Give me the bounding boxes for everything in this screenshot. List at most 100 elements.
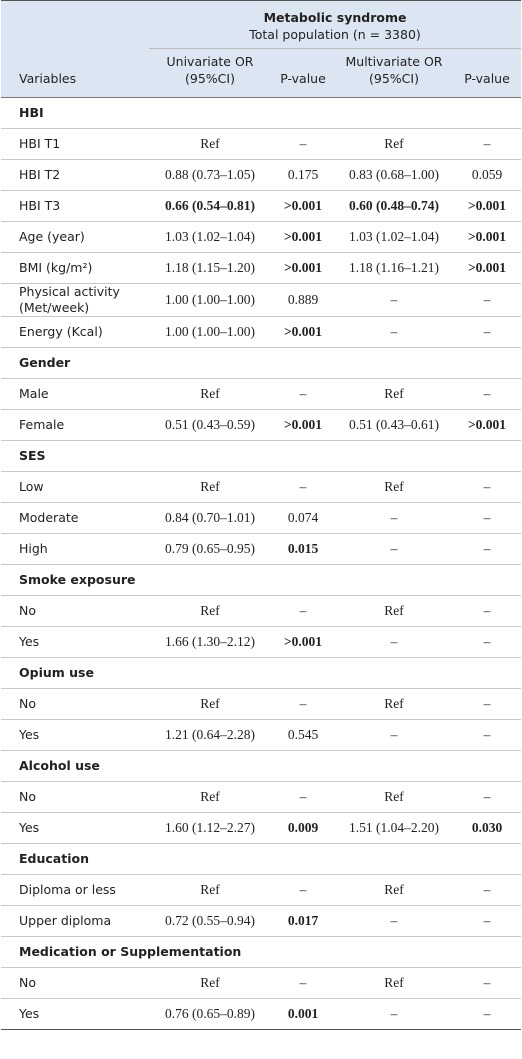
section-row: Alcohol use bbox=[1, 750, 522, 782]
data-row: HBI T1 Ref – Ref – bbox=[1, 128, 522, 160]
value-cell: >0.001 bbox=[271, 316, 335, 348]
section-label: SES bbox=[1, 440, 522, 472]
data-row: Low Ref – Ref – bbox=[1, 471, 522, 503]
value-cell: – bbox=[453, 128, 522, 160]
value-cell: 0.88 (0.73–1.05) bbox=[149, 159, 271, 191]
variable-cell: Yes bbox=[1, 719, 149, 751]
value-cell: – bbox=[453, 471, 522, 503]
value-cell: – bbox=[271, 471, 335, 503]
section-label: Alcohol use bbox=[1, 750, 522, 782]
value-cell: 1.60 (1.12–2.27) bbox=[149, 812, 271, 844]
value-cell: >0.001 bbox=[271, 409, 335, 441]
value-cell: Ref bbox=[335, 874, 453, 906]
value-cell: 0.889 bbox=[271, 283, 335, 317]
table-subtitle: Total population (n = 3380) bbox=[249, 27, 421, 42]
section-row: Medication or Supplementation bbox=[1, 936, 522, 968]
variable-cell: Male bbox=[1, 378, 149, 410]
section-label: Gender bbox=[1, 347, 522, 379]
data-row: No Ref – Ref – bbox=[1, 781, 522, 813]
value-cell: – bbox=[335, 283, 453, 317]
section-label: Education bbox=[1, 843, 522, 875]
variable-cell: Moderate bbox=[1, 502, 149, 534]
value-cell: Ref bbox=[335, 471, 453, 503]
section-row: Gender bbox=[1, 347, 522, 379]
value-cell: Ref bbox=[149, 128, 271, 160]
variable-cell: Upper diploma bbox=[1, 905, 149, 937]
value-cell: 1.18 (1.16–1.21) bbox=[335, 252, 453, 284]
variable-cell: Age (year) bbox=[1, 221, 149, 253]
data-row: HBI T2 0.88 (0.73–1.05) 0.175 0.83 (0.68–1.… bbox=[1, 159, 522, 191]
data-row: Male Ref – Ref – bbox=[1, 378, 522, 410]
variable-cell: No bbox=[1, 688, 149, 720]
variable-cell: Female bbox=[1, 409, 149, 441]
section-row: Opium use bbox=[1, 657, 522, 689]
section-row: Smoke exposure bbox=[1, 564, 522, 596]
section-label: Smoke exposure bbox=[1, 564, 522, 596]
variable-cell: Low bbox=[1, 471, 149, 503]
variable-cell: HBI T1 bbox=[1, 128, 149, 160]
value-cell: – bbox=[271, 874, 335, 906]
value-cell: 1.00 (1.00–1.00) bbox=[149, 283, 271, 317]
value-cell: 0.84 (0.70–1.01) bbox=[149, 502, 271, 534]
variable-cell: Yes bbox=[1, 998, 149, 1030]
value-cell: – bbox=[453, 378, 522, 410]
value-cell: 0.545 bbox=[271, 719, 335, 751]
value-cell: – bbox=[453, 626, 522, 658]
value-cell: – bbox=[271, 595, 335, 627]
variable-cell: HBI T2 bbox=[1, 159, 149, 191]
data-row: Moderate 0.84 (0.70–1.01) 0.074– – bbox=[1, 502, 522, 534]
value-cell: 0.001 bbox=[271, 998, 335, 1030]
data-row: Female 0.51 (0.43–0.59) >0.001 0.51 (0.43–0… bbox=[1, 409, 522, 441]
column-header: Multivariate OR (95%CI) bbox=[335, 48, 453, 98]
value-cell: >0.001 bbox=[271, 221, 335, 253]
value-cell: – bbox=[335, 998, 453, 1030]
data-row: Age (year) 1.03 (1.02–1.04) >0.001 1.03 (1.… bbox=[1, 221, 522, 253]
value-cell: >0.001 bbox=[453, 221, 522, 253]
column-header: Variables bbox=[1, 48, 149, 98]
variable-cell: BMI (kg/m²) bbox=[1, 252, 149, 284]
value-cell: 0.009 bbox=[271, 812, 335, 844]
value-cell: – bbox=[271, 128, 335, 160]
data-row: HBI T3 0.66 (0.54–0.81) >0.001 0.60 (0.48–0… bbox=[1, 190, 522, 222]
value-cell: >0.001 bbox=[453, 252, 522, 284]
data-row: High 0.79 (0.65–0.95) 0.015– – bbox=[1, 533, 522, 565]
value-cell: – bbox=[453, 874, 522, 906]
value-cell: >0.001 bbox=[453, 190, 522, 222]
section-row: SES bbox=[1, 440, 522, 472]
value-cell: Ref bbox=[335, 967, 453, 999]
value-cell: 0.51 (0.43–0.61) bbox=[335, 409, 453, 441]
value-cell: – bbox=[453, 719, 522, 751]
variable-cell: HBI T3 bbox=[1, 190, 149, 222]
value-cell: Ref bbox=[149, 967, 271, 999]
data-row: No Ref – Ref – bbox=[1, 688, 522, 720]
value-cell: Ref bbox=[335, 128, 453, 160]
variable-cell: No bbox=[1, 595, 149, 627]
data-row: Physical activity (Met/week) 1.00 (1.00–1… bbox=[1, 283, 522, 317]
column-header: Univariate OR (95%CI) bbox=[149, 48, 271, 98]
value-cell: – bbox=[335, 502, 453, 534]
variable-cell: Energy (Kcal) bbox=[1, 316, 149, 348]
data-row: Yes 1.60 (1.12–2.27) 0.009 1.51 (1.04–2.20)… bbox=[1, 812, 522, 844]
variable-cell: Yes bbox=[1, 626, 149, 658]
value-cell: 0.76 (0.65–0.89) bbox=[149, 998, 271, 1030]
value-cell: Ref bbox=[335, 781, 453, 813]
value-cell: 0.074 bbox=[271, 502, 335, 534]
value-cell: >0.001 bbox=[271, 252, 335, 284]
value-cell: – bbox=[453, 781, 522, 813]
value-cell: – bbox=[335, 719, 453, 751]
value-cell: – bbox=[453, 595, 522, 627]
value-cell: 0.72 (0.55–0.94) bbox=[149, 905, 271, 937]
section-row: HBI bbox=[1, 97, 522, 129]
value-cell: – bbox=[453, 998, 522, 1030]
value-cell: 1.51 (1.04–2.20) bbox=[335, 812, 453, 844]
value-cell: Ref bbox=[149, 874, 271, 906]
value-cell: – bbox=[271, 781, 335, 813]
value-cell: 0.017 bbox=[271, 905, 335, 937]
value-cell: Ref bbox=[149, 378, 271, 410]
variable-cell: High bbox=[1, 533, 149, 565]
value-cell: – bbox=[271, 967, 335, 999]
column-header: P-value bbox=[453, 48, 522, 98]
value-cell: Ref bbox=[149, 781, 271, 813]
value-cell: – bbox=[453, 688, 522, 720]
